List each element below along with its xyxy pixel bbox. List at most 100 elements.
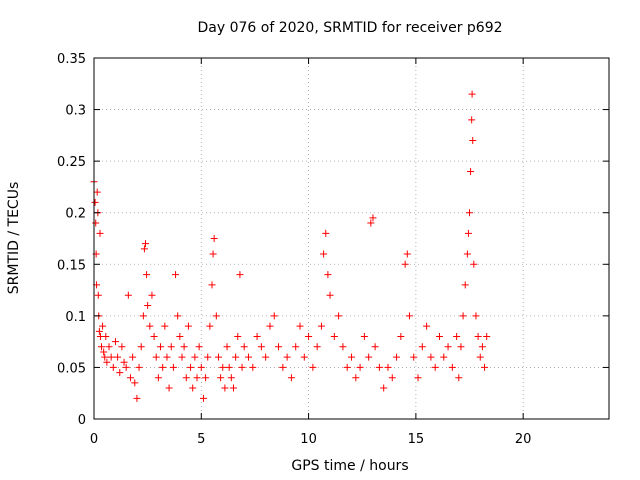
data-point bbox=[94, 291, 102, 299]
data-point bbox=[403, 250, 411, 258]
data-point bbox=[249, 363, 257, 371]
data-point bbox=[116, 369, 124, 377]
data-point bbox=[453, 332, 461, 340]
data-point bbox=[468, 90, 476, 98]
data-point bbox=[98, 343, 106, 351]
data-point bbox=[472, 312, 480, 320]
data-point bbox=[124, 291, 132, 299]
data-point bbox=[461, 281, 469, 289]
data-point bbox=[287, 374, 295, 382]
x-tick-label: 5 bbox=[197, 432, 205, 447]
data-point bbox=[120, 358, 128, 366]
data-point bbox=[463, 250, 471, 258]
data-point bbox=[296, 322, 304, 330]
data-point bbox=[431, 363, 439, 371]
data-point bbox=[240, 343, 248, 351]
data-point bbox=[418, 343, 426, 351]
data-point bbox=[199, 394, 207, 402]
data-point bbox=[339, 343, 347, 351]
data-point bbox=[440, 353, 448, 361]
data-point bbox=[326, 291, 334, 299]
data-point bbox=[180, 343, 188, 351]
data-point bbox=[483, 332, 491, 340]
data-point bbox=[464, 229, 472, 237]
data-point bbox=[232, 353, 240, 361]
x-tick-label: 10 bbox=[300, 432, 317, 447]
y-tick-label: 0 bbox=[78, 413, 86, 428]
data-point bbox=[455, 374, 463, 382]
data-point bbox=[262, 353, 270, 361]
data-point bbox=[309, 363, 317, 371]
data-point bbox=[365, 353, 373, 361]
data-point bbox=[221, 384, 229, 392]
data-point bbox=[182, 374, 190, 382]
data-point bbox=[217, 374, 225, 382]
data-point bbox=[163, 353, 171, 361]
data-point bbox=[135, 363, 143, 371]
data-point bbox=[111, 338, 119, 346]
data-point bbox=[375, 363, 383, 371]
data-point bbox=[457, 343, 465, 351]
data-point bbox=[140, 245, 148, 253]
data-point bbox=[131, 379, 139, 387]
data-point bbox=[93, 188, 101, 196]
data-point bbox=[435, 332, 443, 340]
x-tick-label: 20 bbox=[515, 432, 532, 447]
data-point bbox=[352, 374, 360, 382]
data-point bbox=[209, 250, 217, 258]
data-point bbox=[225, 363, 233, 371]
data-point bbox=[388, 374, 396, 382]
data-point bbox=[144, 302, 152, 310]
data-point bbox=[348, 353, 355, 361]
data-point bbox=[114, 353, 122, 361]
data-point bbox=[129, 353, 137, 361]
data-point bbox=[150, 332, 158, 340]
data-point bbox=[172, 271, 180, 279]
y-tick-label: 0.05 bbox=[57, 361, 86, 376]
x-tick-label: 0 bbox=[90, 432, 98, 447]
x-tick-label: 15 bbox=[408, 432, 425, 447]
data-point bbox=[202, 374, 210, 382]
data-point bbox=[148, 291, 156, 299]
data-point bbox=[322, 229, 330, 237]
data-point bbox=[427, 353, 435, 361]
data-point bbox=[165, 384, 173, 392]
data-point bbox=[245, 353, 252, 361]
data-point bbox=[139, 312, 147, 320]
data-point bbox=[335, 312, 343, 320]
data-point bbox=[279, 363, 287, 371]
data-point bbox=[157, 343, 165, 351]
data-point bbox=[204, 353, 212, 361]
data-point bbox=[174, 312, 182, 320]
data-point bbox=[154, 374, 162, 382]
data-point bbox=[257, 343, 265, 351]
data-point bbox=[96, 229, 104, 237]
data-point bbox=[414, 374, 422, 382]
data-point bbox=[317, 322, 325, 330]
data-point bbox=[423, 322, 431, 330]
y-tick-label: 0.1 bbox=[65, 310, 86, 325]
data-point bbox=[103, 358, 111, 366]
y-tick-label: 0.15 bbox=[57, 258, 86, 273]
data-point bbox=[470, 260, 478, 268]
data-point bbox=[102, 332, 110, 340]
data-point bbox=[397, 332, 405, 340]
data-point bbox=[191, 353, 199, 361]
data-point bbox=[152, 353, 160, 361]
data-point bbox=[405, 312, 413, 320]
data-point bbox=[266, 322, 274, 330]
data-point bbox=[236, 271, 244, 279]
data-point bbox=[118, 343, 126, 351]
data-point bbox=[481, 363, 489, 371]
data-point bbox=[474, 332, 482, 340]
y-tick-label: 0.3 bbox=[65, 104, 86, 119]
data-point bbox=[95, 327, 103, 335]
data-point bbox=[343, 363, 351, 371]
data-point bbox=[476, 353, 484, 361]
data-point bbox=[320, 250, 328, 258]
data-point bbox=[401, 260, 409, 268]
data-point bbox=[143, 271, 151, 279]
data-point bbox=[107, 353, 115, 361]
y-tick-label: 0.25 bbox=[57, 155, 86, 170]
